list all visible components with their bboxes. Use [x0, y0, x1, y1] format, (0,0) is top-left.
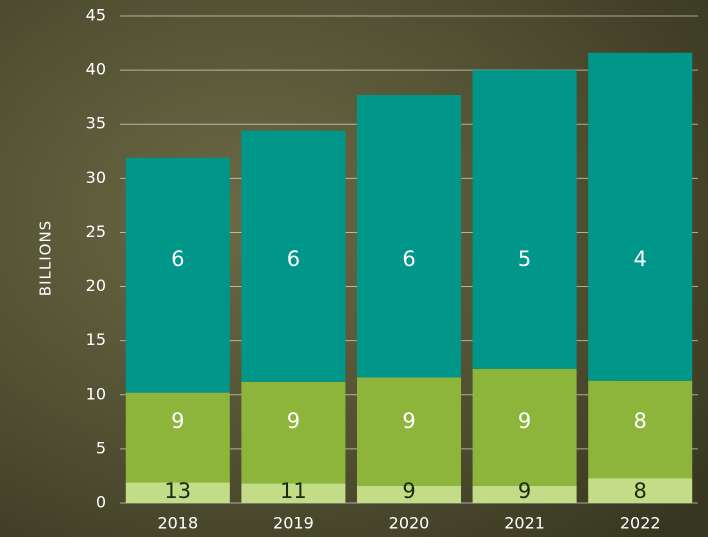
y-tick-label: 20	[86, 276, 106, 295]
y-tick-label: 5	[96, 438, 106, 457]
segment-label: 8	[634, 479, 647, 503]
x-tick-label: 2021	[504, 514, 545, 533]
segment-label: 9	[402, 409, 415, 433]
y-tick-label: 15	[86, 330, 106, 349]
y-tick-label: 45	[86, 6, 106, 25]
segment-label: 6	[171, 247, 184, 271]
x-tick-label: 2019	[273, 514, 314, 533]
bar-segment	[473, 70, 577, 369]
segment-label: 13	[164, 479, 191, 503]
y-tick-label: 0	[96, 493, 106, 512]
bar-segment	[588, 53, 692, 381]
segment-label: 9	[518, 479, 531, 503]
chart: BILLIONS 0510152025303540451396201811962…	[0, 0, 708, 537]
segment-label: 9	[287, 409, 300, 433]
x-tick-label: 2020	[389, 514, 430, 533]
x-tick-label: 2022	[620, 514, 661, 533]
segment-label: 9	[518, 409, 531, 433]
y-tick-label: 25	[86, 222, 106, 241]
bar-segment	[357, 95, 461, 377]
segment-label: 6	[287, 247, 300, 271]
segment-label: 4	[634, 247, 647, 271]
segment-label: 9	[171, 409, 184, 433]
bar-segment	[126, 393, 230, 483]
segment-label: 8	[634, 409, 647, 433]
y-tick-label: 35	[86, 114, 106, 133]
x-tick-label: 2018	[157, 514, 198, 533]
segment-label: 5	[518, 247, 531, 271]
segment-label: 9	[402, 479, 415, 503]
y-axis-title: BILLIONS	[37, 220, 55, 296]
bar-segment	[126, 158, 230, 393]
y-tick-label: 30	[86, 168, 106, 187]
segment-label: 11	[280, 479, 307, 503]
segment-label: 6	[402, 247, 415, 271]
y-tick-label: 10	[86, 384, 106, 403]
y-tick-label: 40	[86, 60, 106, 79]
